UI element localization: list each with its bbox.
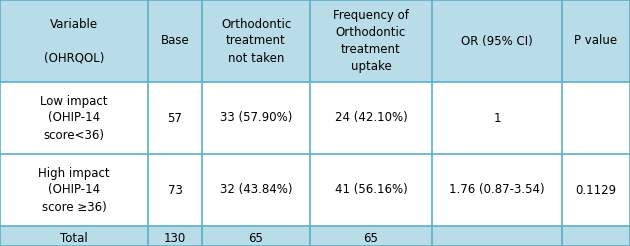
Text: Orthodontic
treatment
not taken: Orthodontic treatment not taken	[221, 17, 291, 64]
Text: 33 (57.90%): 33 (57.90%)	[220, 111, 292, 124]
Text: 1.76 (0.87-3.54): 1.76 (0.87-3.54)	[449, 184, 545, 197]
Text: 73: 73	[168, 184, 183, 197]
Bar	[310, 154, 432, 226]
Bar	[562, 226, 630, 246]
Bar	[148, 226, 202, 246]
Bar	[0, 226, 148, 246]
Bar	[432, 0, 562, 82]
Bar	[0, 82, 148, 154]
Bar	[148, 154, 202, 226]
Bar	[562, 82, 630, 154]
Bar	[310, 226, 432, 246]
Text: Base: Base	[161, 34, 190, 47]
Bar	[432, 154, 562, 226]
Bar	[310, 0, 432, 82]
Bar	[202, 82, 310, 154]
Text: 32 (43.84%): 32 (43.84%)	[220, 184, 292, 197]
Bar	[148, 82, 202, 154]
Text: P value: P value	[575, 34, 617, 47]
Text: Total: Total	[60, 232, 88, 246]
Text: 130: 130	[164, 232, 186, 246]
Bar	[0, 0, 148, 82]
Bar	[202, 0, 310, 82]
Bar	[202, 226, 310, 246]
Text: 65: 65	[364, 232, 379, 246]
Bar	[432, 226, 562, 246]
Bar	[310, 82, 432, 154]
Text: High impact
(OHIP-14
score ≥36): High impact (OHIP-14 score ≥36)	[38, 167, 110, 214]
Text: 65: 65	[249, 232, 263, 246]
Text: OR (95% CI): OR (95% CI)	[461, 34, 533, 47]
Bar	[148, 0, 202, 82]
Bar	[202, 154, 310, 226]
Text: 0.1129: 0.1129	[575, 184, 617, 197]
Text: Variable

(OHRQOL): Variable (OHRQOL)	[44, 17, 104, 64]
Text: 57: 57	[168, 111, 183, 124]
Text: 24 (42.10%): 24 (42.10%)	[335, 111, 408, 124]
Bar	[432, 82, 562, 154]
Bar	[562, 0, 630, 82]
Bar	[0, 154, 148, 226]
Text: 1: 1	[493, 111, 501, 124]
Text: 41 (56.16%): 41 (56.16%)	[335, 184, 408, 197]
Bar	[562, 154, 630, 226]
Text: Frequency of
Orthodontic
treatment
uptake: Frequency of Orthodontic treatment uptak…	[333, 9, 409, 73]
Text: Low impact
(OHIP-14
score<36): Low impact (OHIP-14 score<36)	[40, 94, 108, 141]
